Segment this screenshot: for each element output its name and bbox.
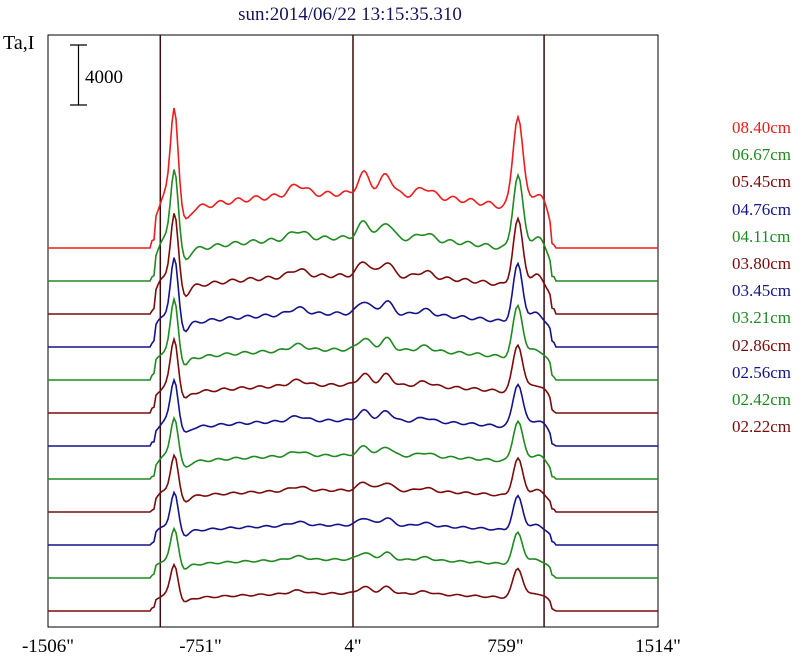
y-axis-label: Ta,I <box>3 32 35 54</box>
legend-entry: 03.21cm <box>732 308 792 328</box>
x-tick-label: 759" <box>487 636 524 657</box>
legend-entry: 04.11cm <box>732 226 791 246</box>
series-line-03.80cm <box>48 336 658 414</box>
legend-entry: 08.40cm <box>732 118 792 137</box>
legend-entry: 04.76cm <box>732 199 792 219</box>
series-line-02.86cm <box>48 453 658 513</box>
legend-entry: 03.45cm <box>732 281 792 301</box>
series-line-02.42cm <box>48 526 658 579</box>
legend-entry: 02.22cm <box>732 417 792 437</box>
series-line-04.11cm <box>48 296 658 381</box>
x-tick-label: -1506" <box>21 636 75 657</box>
x-tick-label: -751" <box>179 636 222 657</box>
legend-entry: 02.42cm <box>732 390 792 409</box>
scale-bar: 4000 <box>70 44 123 106</box>
series-line-02.56cm <box>48 490 658 546</box>
legend-entry: 05.45cm <box>732 172 792 192</box>
legend-entry: 02.86cm <box>732 335 792 355</box>
legend-entry: 06.67cm <box>732 145 792 165</box>
x-tick-label: 1514" <box>635 636 681 657</box>
series-line-06.67cm <box>48 169 658 282</box>
series-line-05.45cm <box>48 213 658 315</box>
series-line-02.22cm <box>48 562 658 612</box>
legend-entry: 02.56cm <box>732 362 792 382</box>
chart-title: sun:2014/06/22 13:15:35.310 <box>238 4 462 25</box>
series-line-03.21cm <box>48 415 658 480</box>
series-line-03.45cm <box>48 377 658 447</box>
scale-bar-label: 4000 <box>85 67 123 88</box>
x-tick-label: 4" <box>344 636 362 657</box>
legend-entry: 03.80cm <box>732 254 792 273</box>
series-line-08.40cm <box>48 107 658 249</box>
series-line-04.76cm <box>48 257 658 348</box>
